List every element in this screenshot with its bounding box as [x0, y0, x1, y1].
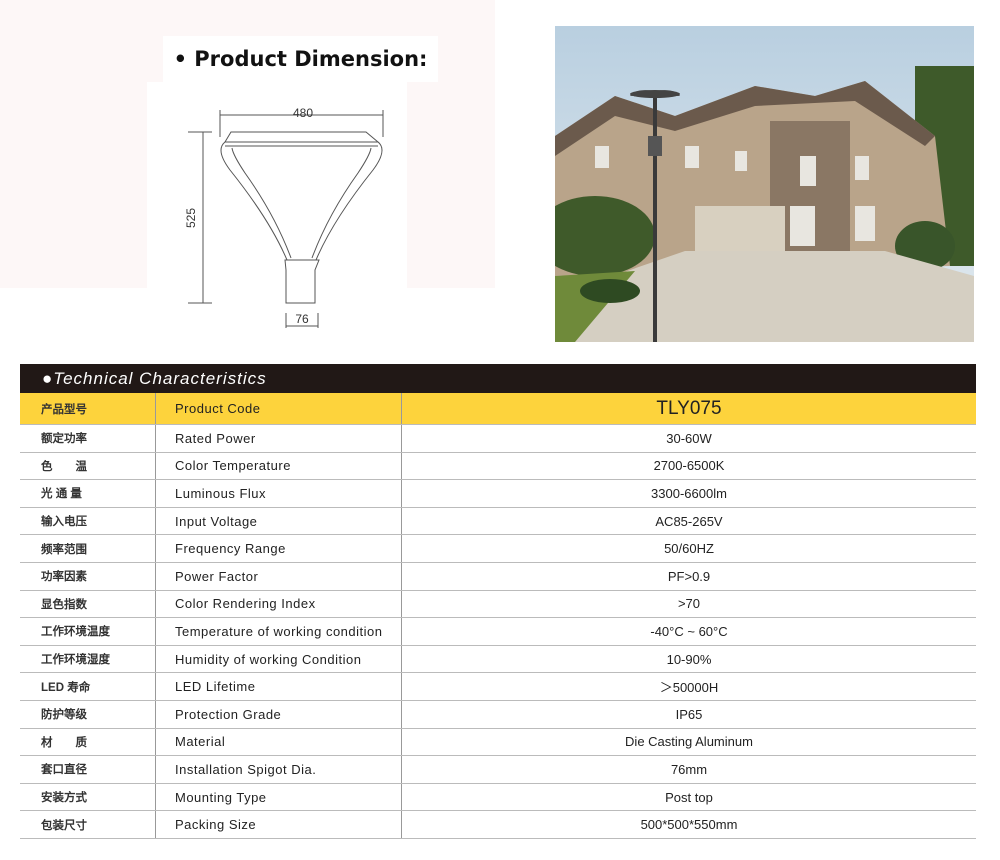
height-label: 525 — [184, 208, 198, 228]
cell-value: 500*500*550mm — [401, 811, 976, 838]
lamp-dimension-drawing: 480 525 76 — [184, 106, 384, 328]
cell-value: AC85-265V — [401, 507, 976, 535]
table-row: 防护等级 Protection Grade IP65 — [20, 700, 976, 729]
cell-cn: 功率因素 — [41, 571, 87, 584]
cell-en: Color Temperature — [155, 452, 401, 480]
table-row: 包装尺寸 Packing Size 500*500*550mm — [20, 811, 976, 839]
table-row: 色 温 Color Temperature 2700-6500K — [20, 452, 976, 481]
cell-en: Installation Spigot Dia. — [155, 756, 401, 783]
table-row: 工作环境温度 Temperature of working condition -4… — [20, 618, 976, 646]
cell-en: Input Voltage — [155, 507, 401, 535]
cell-value: ＞50000H — [401, 673, 976, 700]
drawing-panel — [147, 82, 407, 290]
cell-en: Rated Power — [155, 425, 401, 452]
cell-cn: 频率范围 — [41, 543, 87, 556]
technical-characteristics-table: ●Technical Characteristics 产品型号 Product … — [20, 364, 976, 839]
width-label: 480 — [293, 106, 313, 120]
cell-en: Temperature of working condition — [155, 618, 401, 645]
cell-value: 3300-6600lm — [401, 480, 976, 507]
cell-value: 76mm — [401, 756, 976, 783]
cell-value: >70 — [401, 590, 976, 618]
table-row: 显色指数 Color Rendering Index >70 — [20, 590, 976, 619]
cell-cn: 包装尺寸 — [41, 819, 87, 832]
spigot-label: 76 — [295, 312, 309, 326]
product-installation-photo — [555, 26, 974, 342]
cell-en: Color Rendering Index — [155, 590, 401, 618]
cell-cn: 额定功率 — [41, 433, 87, 446]
table-row: 安装方式 Mounting Type Post top — [20, 783, 976, 812]
cell-value: 50/60HZ — [401, 535, 976, 562]
cell-cn: 安装方式 — [41, 792, 87, 805]
cell-value: PF>0.9 — [401, 562, 976, 590]
cell-cn: LED 寿命 — [41, 681, 91, 694]
table-row: 光 通 量 Luminous Flux 3300-6600lm — [20, 480, 976, 508]
cell-cn: 光 通 量 — [41, 488, 82, 501]
cell-value: Post top — [401, 783, 976, 811]
cell-value: IP65 — [401, 700, 976, 728]
table-row: 材 质 Material Die Casting Aluminum — [20, 728, 976, 757]
cell-en: Power Factor — [155, 562, 401, 590]
cell-en: Product Code — [155, 393, 401, 424]
cell-cn: 产品型号 — [41, 403, 87, 416]
table-row: 套口直径 Installation Spigot Dia. 76mm — [20, 756, 976, 784]
dimension-title: • Product Dimension: — [173, 47, 428, 71]
dimension-title-box: • Product Dimension: — [163, 36, 438, 82]
cell-en: Luminous Flux — [155, 480, 401, 507]
cell-cn: 防护等级 — [41, 709, 87, 722]
cell-value: 30-60W — [401, 425, 976, 452]
table-title: ●Technical Characteristics — [20, 364, 976, 393]
cell-cn: 工作环境湿度 — [41, 654, 110, 667]
table-row: 功率因素 Power Factor PF>0.9 — [20, 562, 976, 591]
product-code-row: 产品型号 Product Code TLY075 — [20, 393, 976, 425]
table-row: LED 寿命 LED Lifetime ＞50000H — [20, 673, 976, 701]
table-row: 输入电压 Input Voltage AC85-265V — [20, 507, 976, 536]
cell-en: LED Lifetime — [155, 673, 401, 700]
cell-cn: 工作环境温度 — [41, 626, 110, 639]
cell-en: Packing Size — [155, 811, 401, 838]
cell-value: 2700-6500K — [401, 452, 976, 480]
cell-value: 10-90% — [401, 645, 976, 673]
cell-value: -40°C ~ 60°C — [401, 618, 976, 645]
cell-cn: 色 温 — [41, 460, 87, 473]
cell-en: Mounting Type — [155, 783, 401, 811]
cell-en: Material — [155, 728, 401, 756]
cell-cn: 输入电压 — [41, 516, 87, 529]
cell-en: Protection Grade — [155, 700, 401, 728]
cell-cn: 显色指数 — [41, 598, 87, 611]
cell-en: Humidity of working Condition — [155, 645, 401, 673]
table-row: 工作环境湿度 Humidity of working Condition 10-90… — [20, 645, 976, 674]
cell-cn: 套口直径 — [41, 764, 87, 777]
cell-en: Frequency Range — [155, 535, 401, 562]
cell-value: Die Casting Aluminum — [401, 728, 976, 756]
cell-value: TLY075 — [401, 393, 976, 424]
table-row: 频率范围 Frequency Range 50/60HZ — [20, 535, 976, 563]
cell-cn: 材 质 — [41, 736, 87, 749]
table-row: 额定功率 Rated Power 30-60W — [20, 425, 976, 453]
